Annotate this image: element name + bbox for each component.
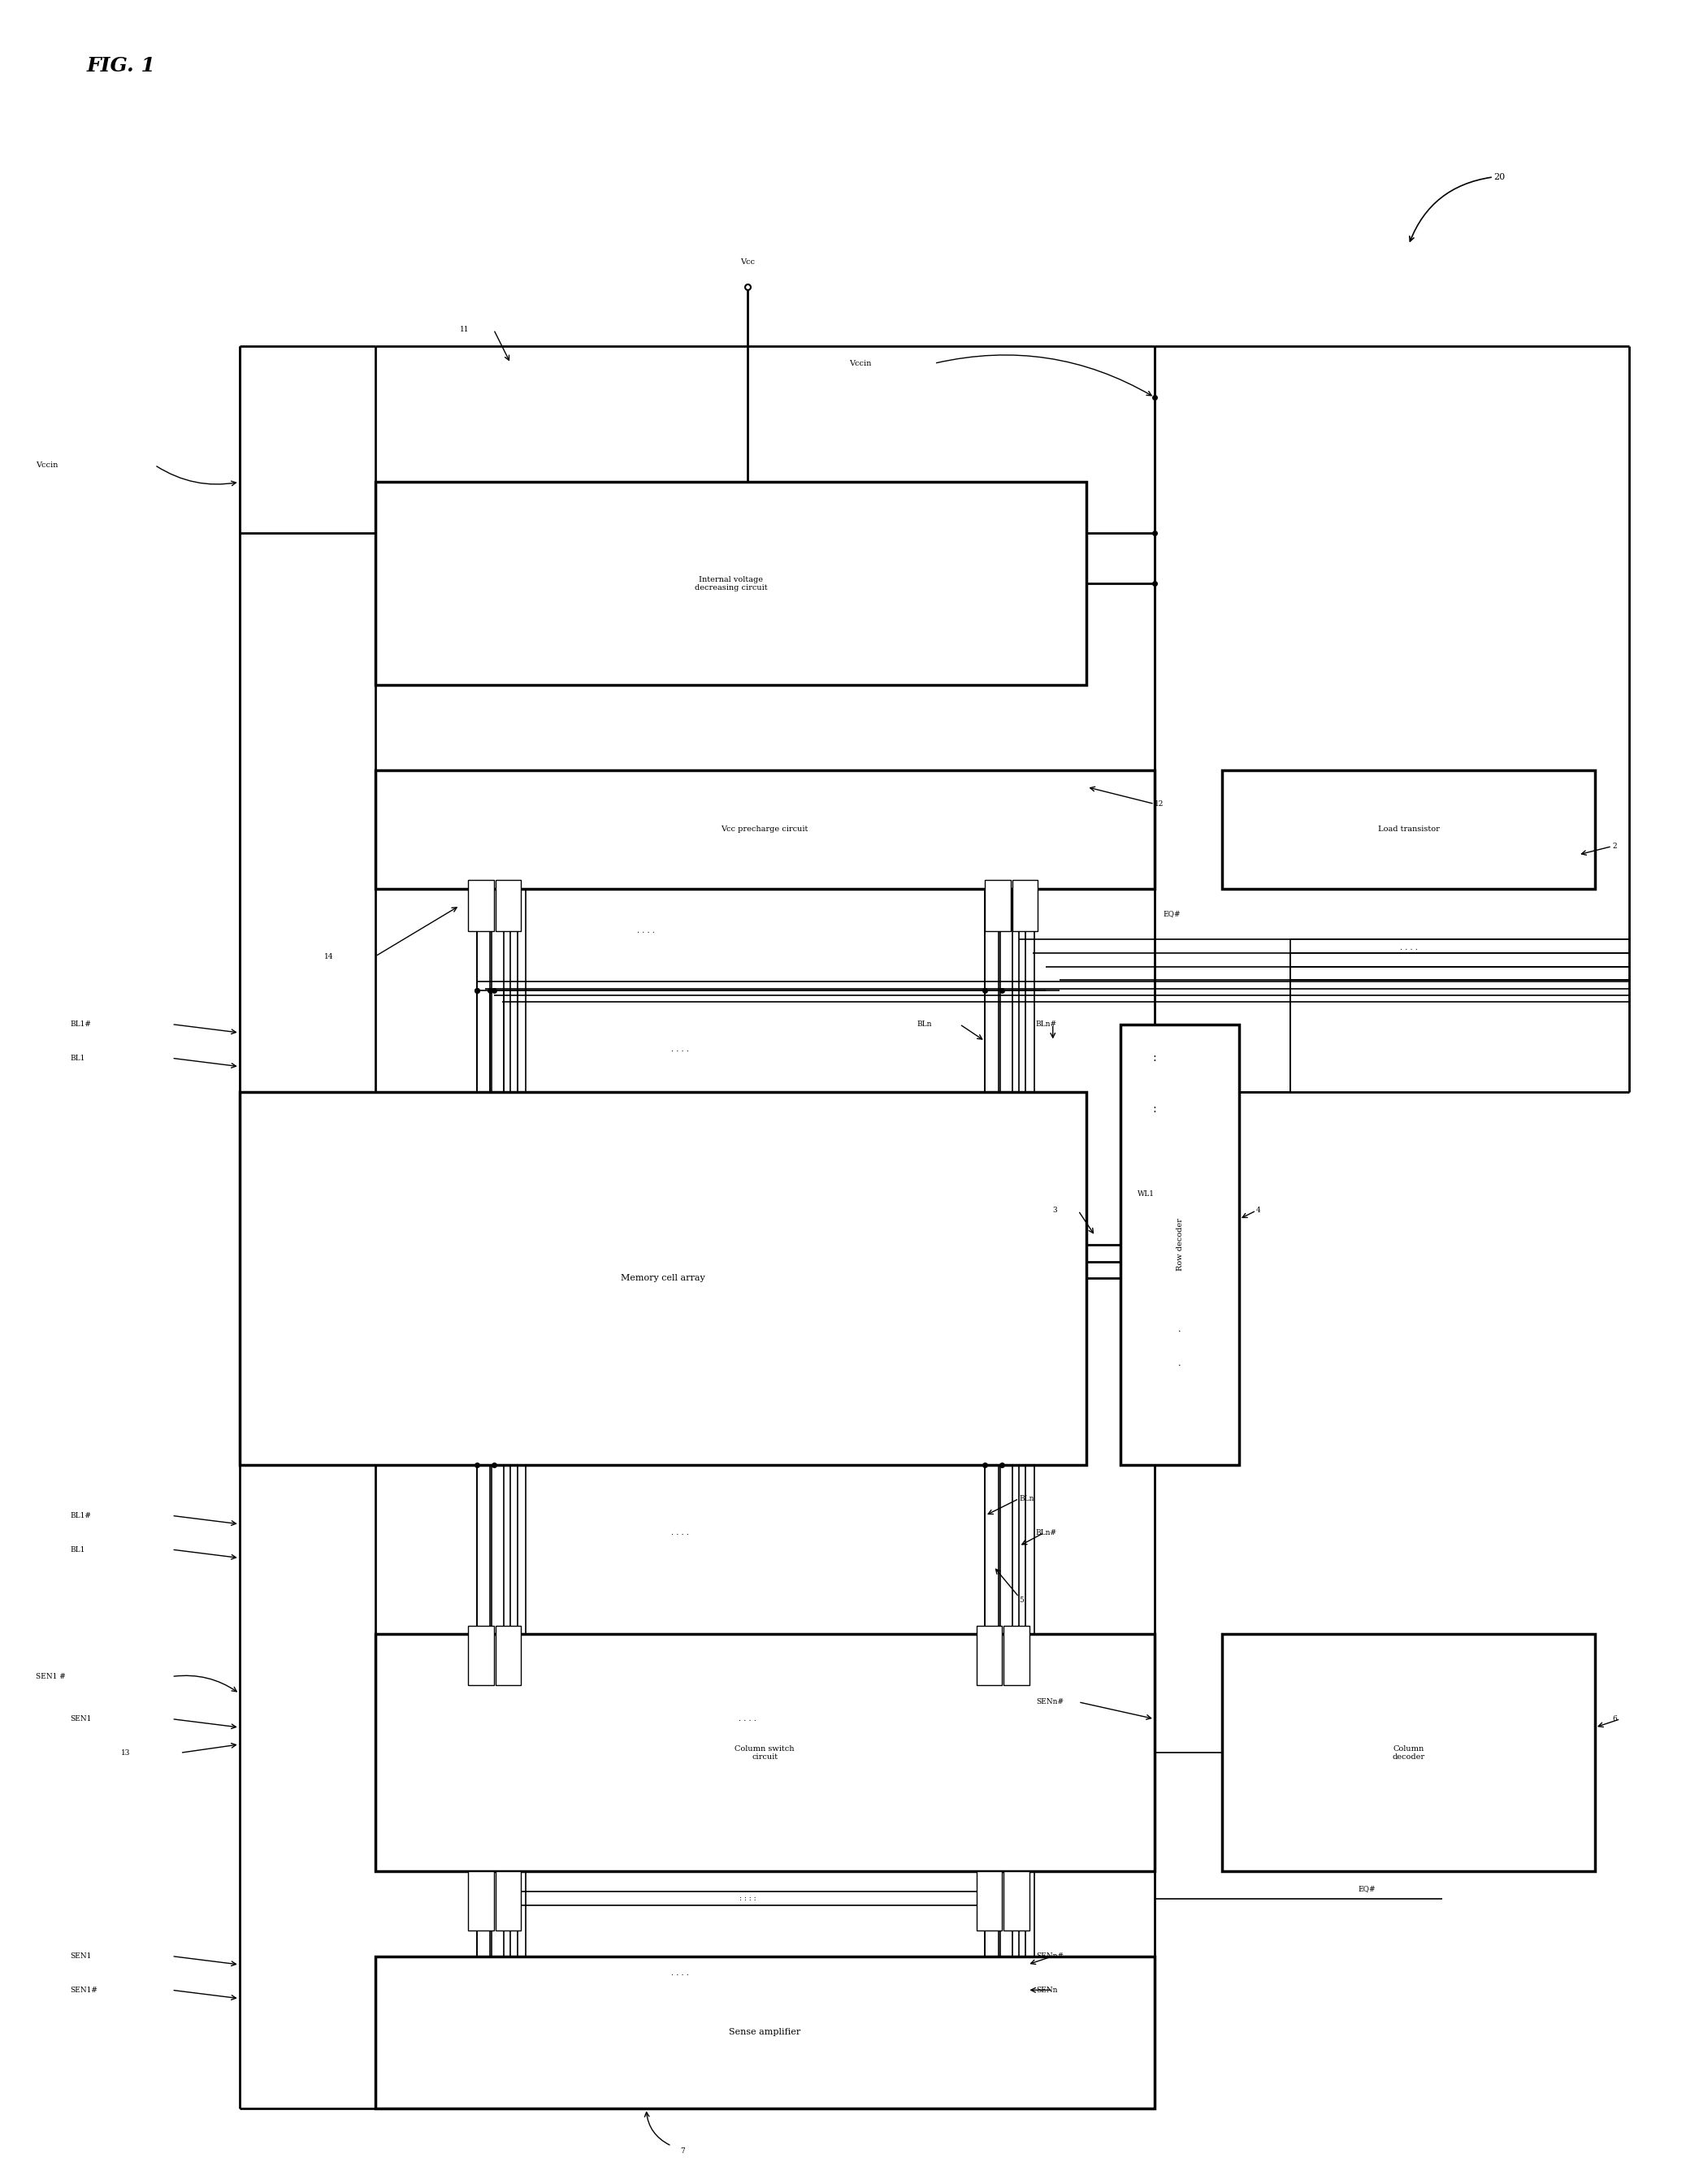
Text: . . . .: . . . .	[671, 1046, 688, 1053]
Bar	[496, 1872, 522, 1931]
Text: Vcc precharge circuit: Vcc precharge circuit	[720, 826, 809, 832]
Text: BL1#: BL1#	[70, 1511, 92, 1520]
Text: SEN1 #: SEN1 #	[36, 1673, 66, 1679]
Text: .: .	[1179, 1358, 1181, 1367]
Bar	[977, 1625, 1002, 1686]
Bar	[375, 483, 1087, 686]
Text: . . . .: . . . .	[739, 1714, 756, 1723]
Text: SENn#: SENn#	[1036, 1699, 1064, 1706]
Text: BL1: BL1	[70, 1546, 85, 1553]
Text: 2: 2	[1612, 843, 1616, 850]
Bar	[469, 880, 494, 930]
Text: EQ#: EQ#	[1358, 1885, 1374, 1891]
Bar	[985, 880, 1011, 930]
Text: . . . .: . . . .	[637, 928, 656, 935]
Text: 12: 12	[1155, 799, 1164, 808]
Bar	[375, 1957, 1155, 2110]
Text: BL1: BL1	[70, 1055, 85, 1061]
Text: SENn: SENn	[1036, 1987, 1057, 1994]
Text: 7: 7	[680, 2147, 685, 2156]
Text: SEN1: SEN1	[70, 1952, 92, 1959]
Text: Memory cell array: Memory cell array	[620, 1273, 705, 1282]
Text: Load transistor: Load transistor	[1378, 826, 1439, 832]
Text: 3: 3	[1053, 1208, 1057, 1214]
Bar	[469, 1625, 494, 1686]
Bar	[1222, 771, 1595, 889]
Bar	[496, 880, 522, 930]
Text: 5: 5	[1019, 1597, 1024, 1603]
Bar	[1222, 1634, 1595, 1872]
Text: Sense amplifier: Sense amplifier	[729, 2029, 800, 2035]
Text: Column switch
circuit: Column switch circuit	[736, 1745, 795, 1760]
Bar	[375, 1634, 1155, 1872]
Text: . . . .: . . . .	[671, 1529, 688, 1535]
Text: SENn#: SENn#	[1036, 1952, 1064, 1959]
Text: BLn#: BLn#	[1036, 1020, 1057, 1029]
Text: Column
decoder: Column decoder	[1393, 1745, 1425, 1760]
Bar	[1004, 1872, 1030, 1931]
Bar	[1121, 1024, 1239, 1465]
Text: WL1: WL1	[1138, 1190, 1155, 1197]
Text: Row decoder: Row decoder	[1176, 1219, 1184, 1271]
Text: BLn#: BLn#	[1036, 1529, 1057, 1535]
Text: BLn: BLn	[1019, 1496, 1035, 1503]
Text: :: :	[1152, 1053, 1157, 1064]
Text: 14: 14	[325, 952, 333, 961]
Text: SEN1#: SEN1#	[70, 1987, 97, 1994]
Text: . . . .: . . . .	[671, 1970, 688, 1977]
Text: . . . .: . . . .	[1400, 943, 1417, 952]
Text: .: .	[1179, 1326, 1181, 1332]
Text: FIG. 1: FIG. 1	[87, 57, 156, 74]
Text: Vcc: Vcc	[741, 258, 754, 266]
Text: 4: 4	[1256, 1208, 1261, 1214]
Bar	[1004, 1625, 1030, 1686]
Bar	[1013, 880, 1038, 930]
Bar	[375, 771, 1155, 889]
Text: :: :	[1152, 1103, 1157, 1114]
Text: 20: 20	[1493, 173, 1505, 181]
Text: SEN1: SEN1	[70, 1714, 92, 1723]
Text: Vccin: Vccin	[36, 461, 58, 470]
Text: EQ#: EQ#	[1164, 911, 1181, 917]
Bar	[977, 1872, 1002, 1931]
Text: BLn: BLn	[917, 1020, 933, 1029]
Bar	[469, 1872, 494, 1931]
Text: BL1#: BL1#	[70, 1020, 92, 1029]
Text: Vccin: Vccin	[850, 360, 872, 367]
Text: Internal voltage
decreasing circuit: Internal voltage decreasing circuit	[695, 577, 768, 592]
Bar	[496, 1625, 522, 1686]
Text: 13: 13	[121, 1749, 131, 1756]
Text: : : : :: : : : :	[739, 1896, 756, 1902]
Text: 6: 6	[1612, 1714, 1617, 1723]
Text: 11: 11	[460, 325, 469, 334]
Bar	[240, 1092, 1087, 1465]
